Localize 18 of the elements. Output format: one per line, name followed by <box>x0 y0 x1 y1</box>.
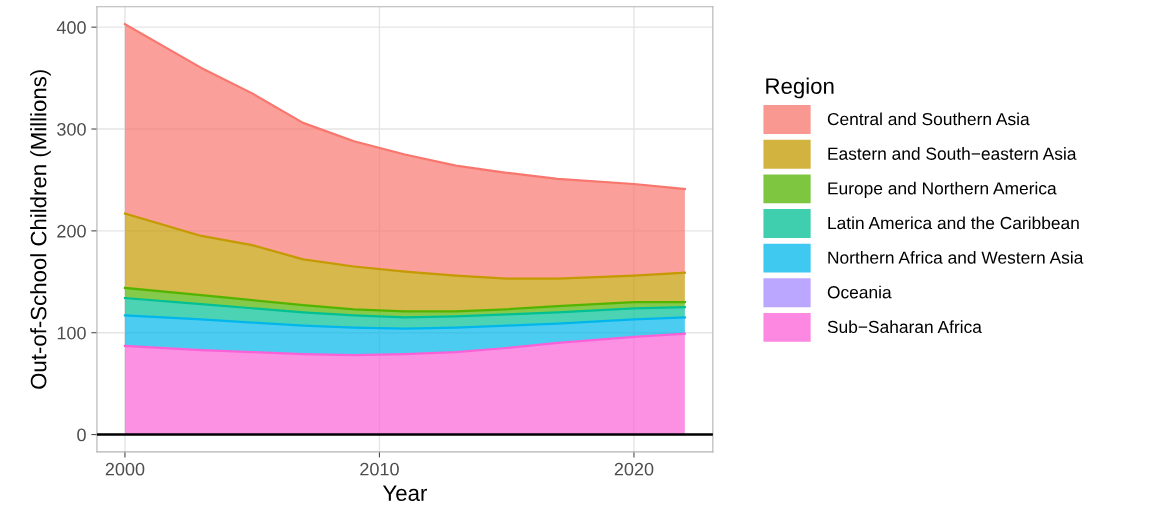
legend-label: Eastern and South−eastern Asia <box>828 147 1077 160</box>
legend-label: Sub−Saharan Africa <box>827 320 982 334</box>
legend-label: Central and Southern Asia <box>827 112 1030 126</box>
y-tick-label: 100 <box>57 326 86 340</box>
y-tick-label: 200 <box>57 224 86 238</box>
legend-label: Oceania <box>827 285 892 299</box>
y-tick-label: 300 <box>57 122 86 136</box>
legend-title: Region <box>766 77 834 99</box>
y-axis-title: Out-of-School Children (Millions) <box>30 70 51 389</box>
x-tick-label: 2010 <box>360 462 399 476</box>
y-tick-label: 400 <box>56 21 86 34</box>
legend-label: Northern Africa and Western Asia <box>828 251 1084 264</box>
legend-label: Latin America and the Caribbean <box>828 216 1079 230</box>
legend-label: Europe and Northern America <box>828 181 1057 198</box>
x-tick-label: 2020 <box>614 462 654 476</box>
x-tick-label: 2000 <box>105 462 145 476</box>
x-axis-title: Year <box>382 485 427 501</box>
y-tick-label: 0 <box>77 428 86 442</box>
